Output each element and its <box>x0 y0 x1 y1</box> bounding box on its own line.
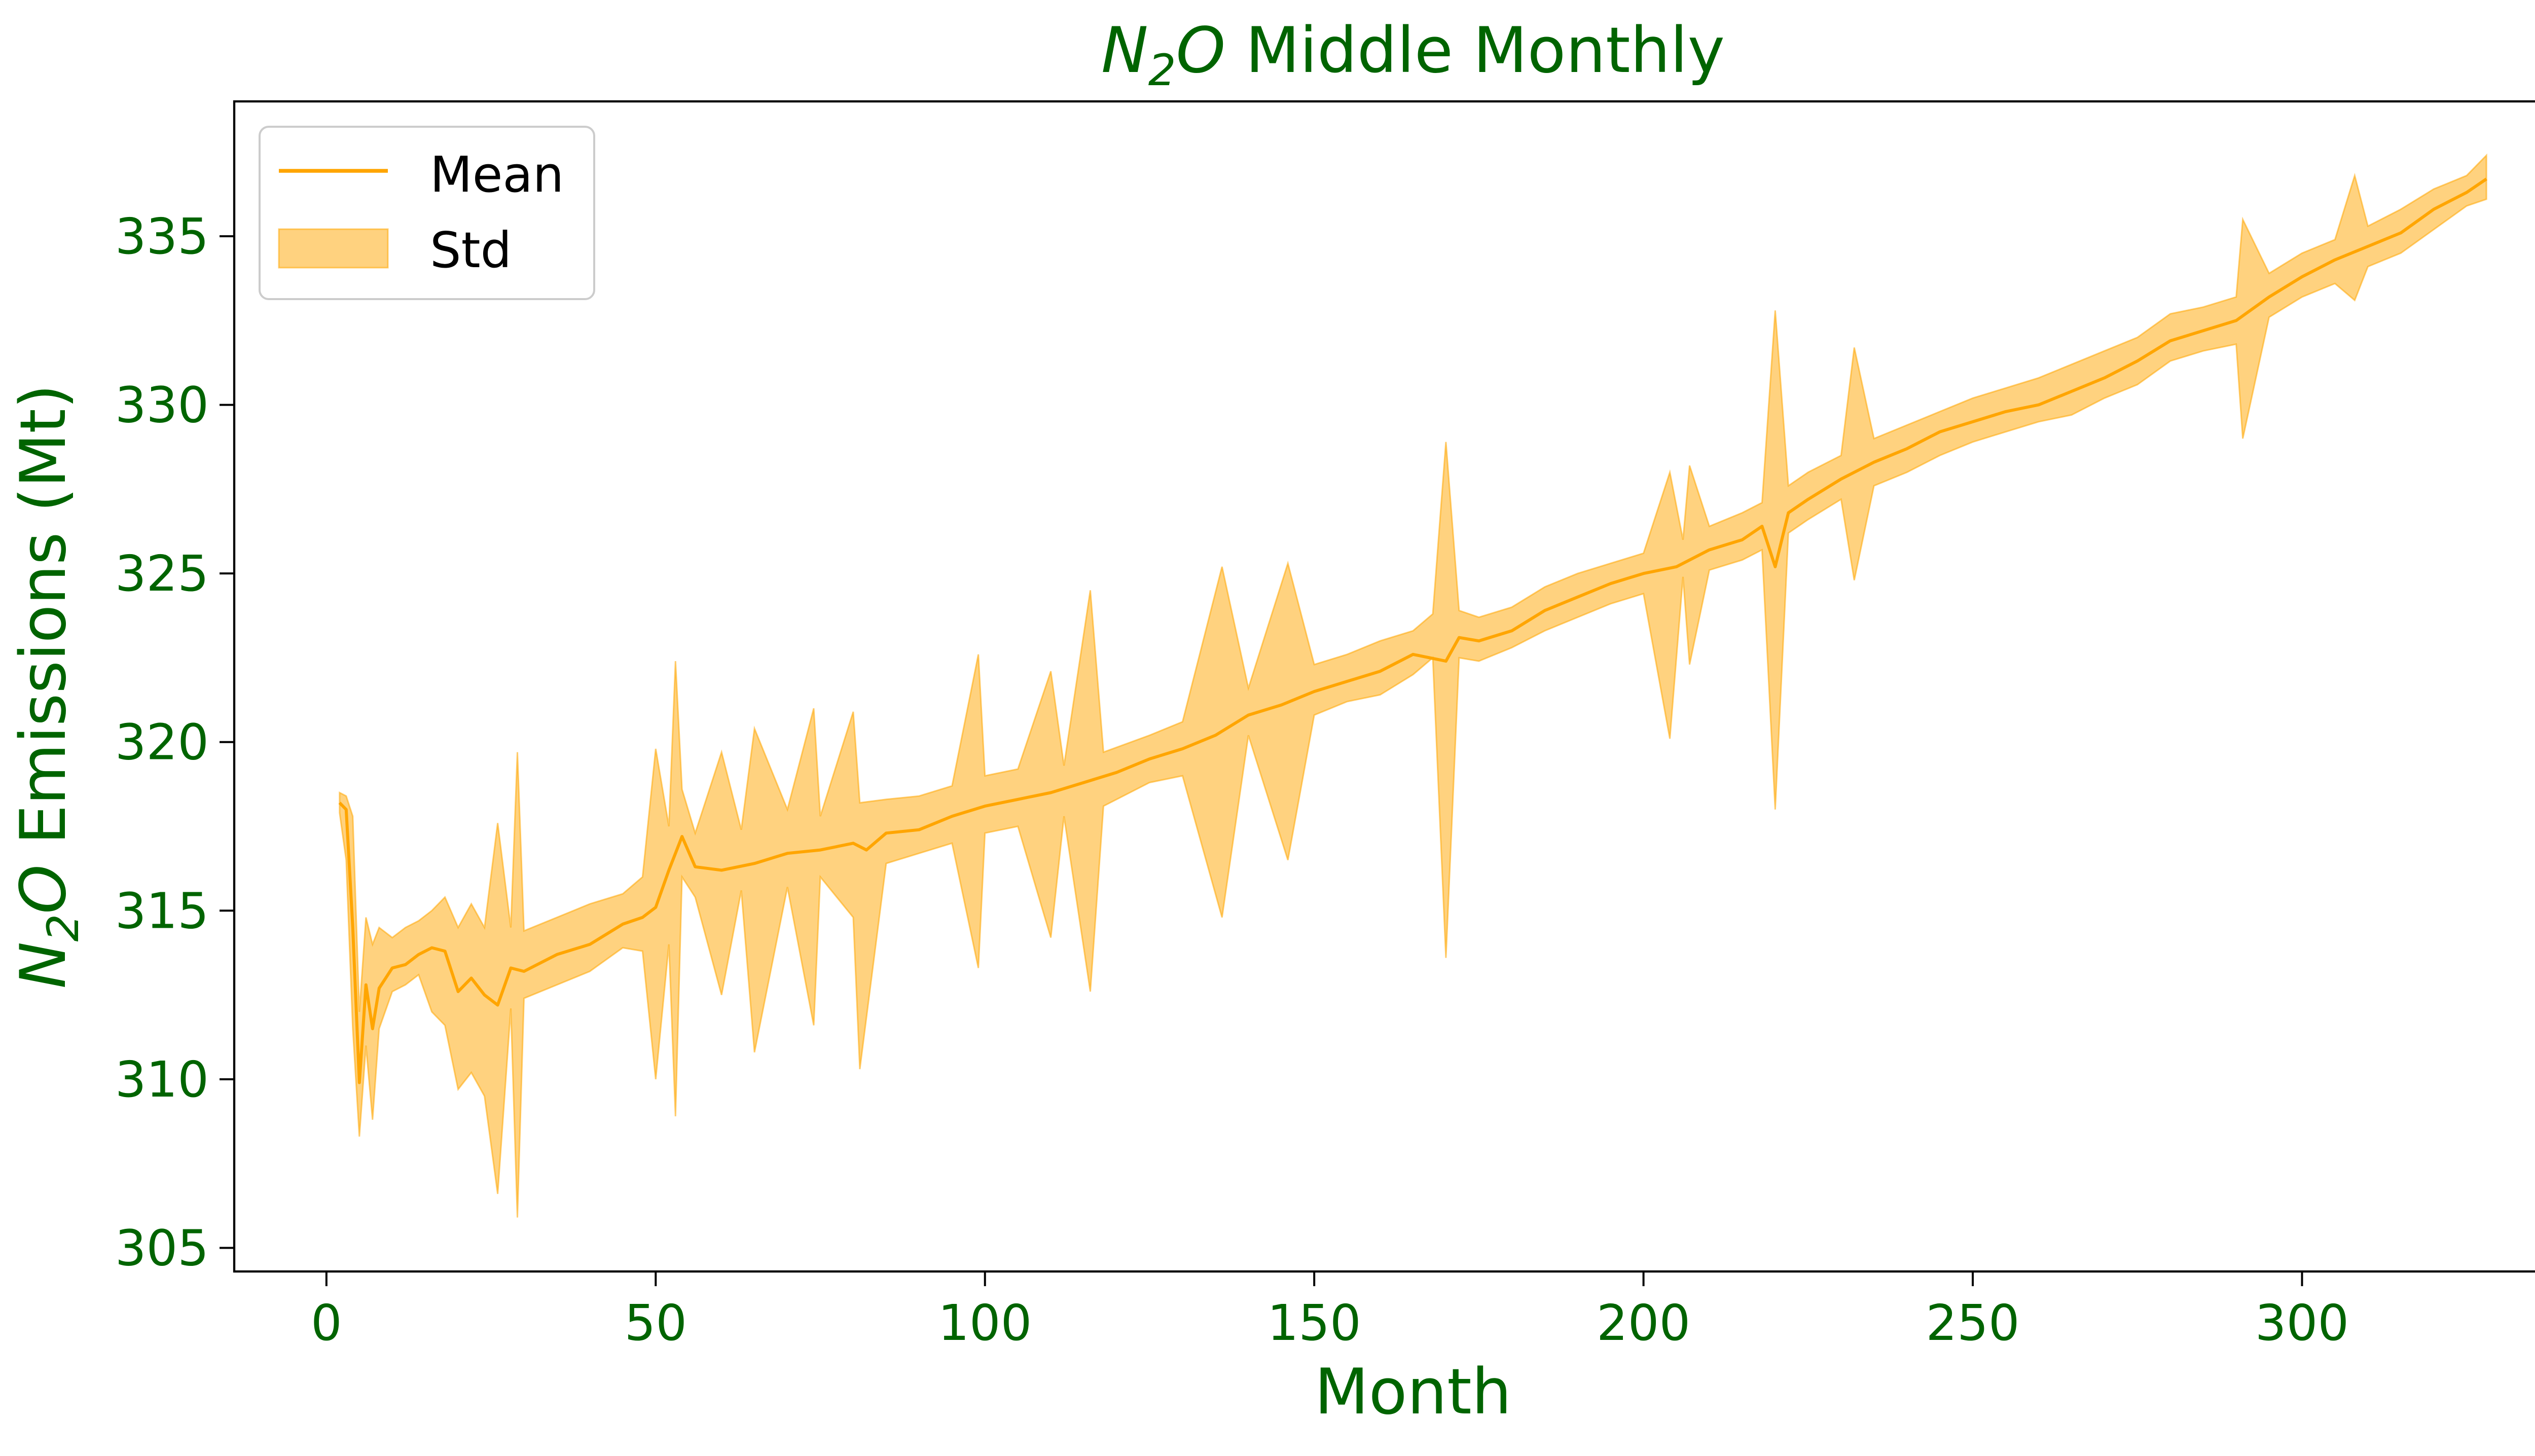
y-tick-label: 325 <box>115 545 209 602</box>
y-axis-ticks: 305 310 315 320 325 330 335 <box>115 208 234 1277</box>
y-tick-label: 320 <box>115 714 209 771</box>
x-tick-label: 300 <box>2255 1294 2349 1352</box>
legend-std-label: Std <box>430 222 512 279</box>
std-band <box>339 153 2487 1218</box>
x-tick-label: 50 <box>625 1294 687 1352</box>
title-mol-n: N <box>1101 14 1148 87</box>
legend-std-swatch <box>278 228 389 269</box>
x-tick-label: 0 <box>311 1294 342 1352</box>
y-tick-label: 330 <box>115 377 209 434</box>
y-tick-label: 315 <box>115 882 209 939</box>
legend-mean-label: Mean <box>430 146 564 203</box>
plot-frame <box>233 100 2535 1273</box>
ylabel-rest: Emissions (Mt) <box>7 384 80 865</box>
title-rest: Middle Monthly <box>1225 14 1725 87</box>
ylabel-mol-sub: 2 <box>38 914 89 942</box>
x-tick-label: 100 <box>938 1294 1032 1352</box>
x-tick-label: 200 <box>1597 1294 1690 1352</box>
y-tick-label: 310 <box>115 1051 209 1108</box>
ylabel-mol-n: N <box>7 942 80 989</box>
x-axis-label: Month <box>1315 1356 1512 1429</box>
x-axis-ticks: 0 50 100 150 200 250 300 <box>311 1271 2349 1352</box>
x-tick-label: 250 <box>1926 1294 2019 1352</box>
y-axis-label: N2O Emissions (Mt) <box>7 384 89 989</box>
legend: Mean Std <box>259 126 595 300</box>
title-mol-sub: 2 <box>1148 45 1176 96</box>
x-tick-label: 150 <box>1268 1294 1361 1352</box>
chart-title: N2O Middle Monthly <box>1101 14 1725 96</box>
ylabel-mol-o: O <box>7 864 80 914</box>
mean-line <box>338 177 2487 1084</box>
y-tick-label: 335 <box>115 208 209 265</box>
title-mol-o: O <box>1176 14 1225 87</box>
y-tick-label: 305 <box>115 1219 209 1277</box>
